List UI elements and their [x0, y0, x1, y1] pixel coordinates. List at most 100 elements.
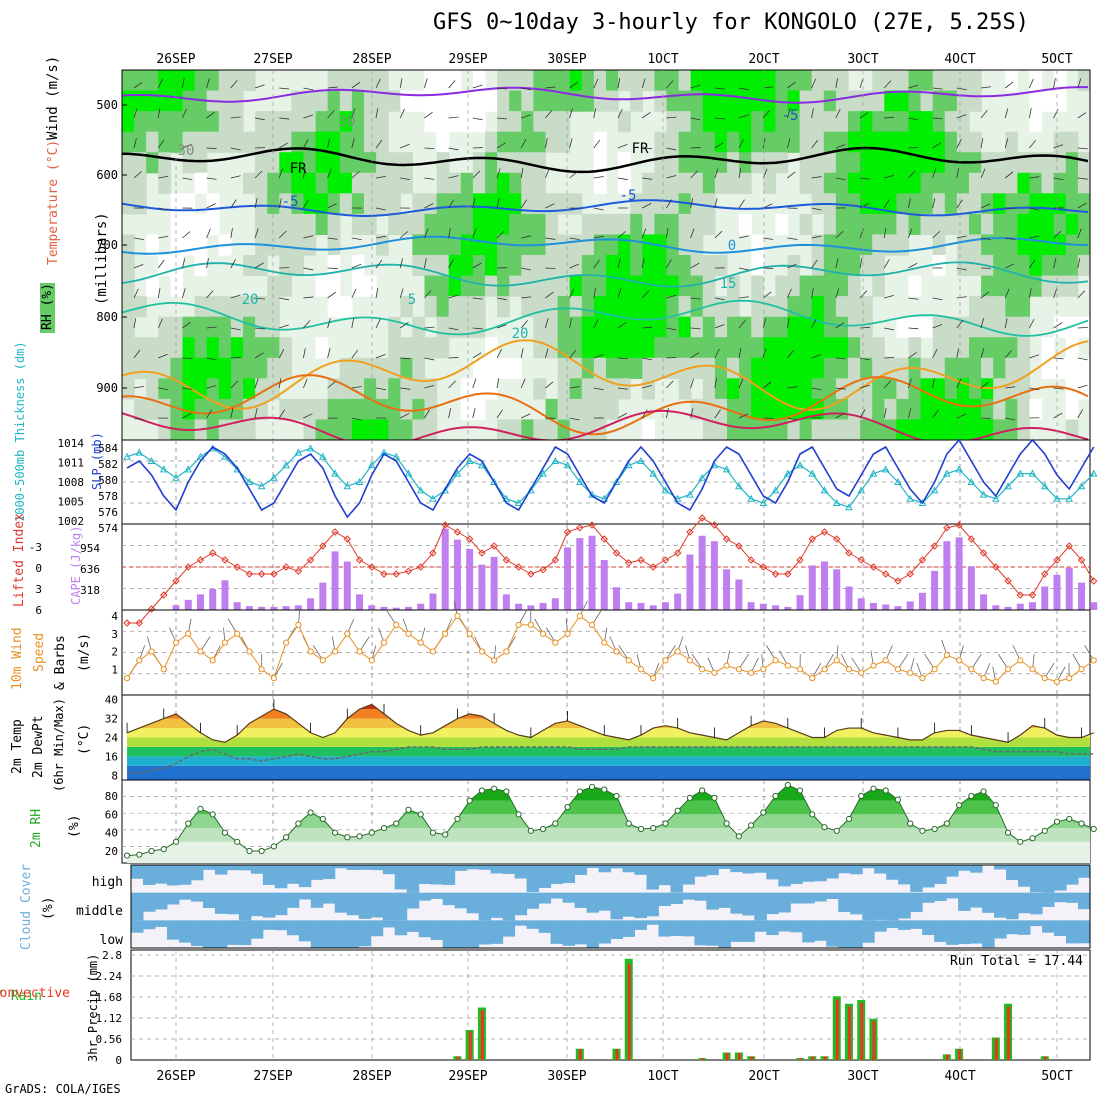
- cloud-cell: [658, 865, 671, 886]
- rh-marker: [527, 827, 534, 834]
- cloud-cell: [934, 865, 947, 884]
- rh-cell: [593, 255, 607, 277]
- cape-bar: [918, 592, 926, 610]
- slp-tick-label: 1008: [58, 476, 85, 489]
- rh-cell: [690, 131, 704, 153]
- rh-cell: [763, 337, 776, 359]
- rh-cell: [533, 193, 547, 215]
- lifted-index-marker: [465, 535, 474, 543]
- cloud-cell: [490, 865, 504, 874]
- rh-marker: [907, 820, 914, 827]
- rh-cell: [533, 111, 547, 133]
- rh-cell: [860, 255, 873, 277]
- cape-bar: [502, 594, 510, 610]
- wind-barb: [593, 207, 604, 211]
- rh-cell: [678, 193, 692, 215]
- slp-axis-label: SLP (mb): [90, 432, 104, 490]
- rh-cell: [315, 337, 329, 359]
- rh-cell: [969, 193, 982, 215]
- cloud-cell: [826, 865, 839, 879]
- thickness-marker: [600, 494, 609, 502]
- rh-cell: [690, 337, 704, 359]
- lifted-index-marker: [563, 528, 572, 536]
- rh-cell: [702, 111, 716, 133]
- rh-cell: [1005, 316, 1018, 338]
- rh-cell: [509, 193, 522, 215]
- rh-cell: [509, 152, 522, 174]
- wind-speed-marker: [442, 630, 449, 637]
- rh-cell: [690, 90, 704, 112]
- wind-barb: [545, 381, 554, 389]
- rh-cell: [811, 152, 825, 174]
- rh-cell: [908, 275, 922, 297]
- rh-cell: [509, 131, 522, 153]
- top-date-label: 27SEP: [253, 52, 292, 67]
- cloud-cell: [574, 892, 588, 908]
- thickness-marker: [563, 461, 572, 469]
- wind-barb: [157, 139, 165, 149]
- cape-bar: [955, 537, 963, 610]
- rh-cell: [158, 111, 171, 133]
- temp-tick-label: 8: [111, 769, 118, 782]
- wind-barb: [1004, 350, 1012, 359]
- rh-cell: [799, 337, 813, 359]
- cloud-level-label: high: [92, 875, 123, 890]
- wind-barb: [351, 263, 362, 269]
- wind-speed-marker: [1066, 675, 1073, 682]
- rh-cell: [315, 111, 329, 133]
- rh-cell: [1029, 111, 1043, 133]
- rh-cell: [896, 90, 910, 112]
- rh-cell: [255, 213, 268, 236]
- upper-units-label: (millibars): [94, 212, 110, 305]
- slp-tick-label: 1005: [58, 496, 85, 509]
- rh-cell: [714, 337, 728, 359]
- rh-cell: [364, 111, 377, 133]
- rh-cell: [388, 419, 401, 440]
- rh-cell: [146, 337, 159, 359]
- cloud-cell: [418, 892, 432, 901]
- wind-barb: [932, 230, 941, 239]
- rh-cell: [327, 131, 341, 153]
- wind-barb: [375, 175, 386, 179]
- rh-cell: [751, 419, 764, 440]
- cape-bar: [417, 603, 425, 610]
- rh-cell: [799, 70, 813, 92]
- cloud-cell: [1030, 892, 1043, 915]
- cape-bar: [600, 559, 608, 610]
- wind-barb: [1053, 387, 1064, 390]
- rh-cell: [279, 398, 292, 421]
- cloud-cell: [406, 892, 420, 909]
- rh-cell: [593, 316, 607, 338]
- rh-cell: [569, 193, 583, 215]
- lifted-index-marker: [637, 556, 645, 564]
- rh-cell: [787, 419, 801, 440]
- wind-barb: [448, 175, 459, 179]
- wind-barb: [206, 258, 209, 269]
- contour-label: -5: [282, 194, 299, 210]
- cloud-cell: [706, 865, 719, 876]
- temp-axis-units: (°C): [77, 724, 92, 755]
- rh-marker: [1041, 827, 1048, 834]
- rh-cell: [811, 111, 825, 133]
- rh-cell: [230, 296, 244, 318]
- wind-barb: [690, 408, 694, 419]
- cape-bar: [441, 528, 449, 610]
- wind-barb: [472, 408, 476, 419]
- cloud-axis-units: (%): [41, 897, 56, 920]
- rh-cell: [400, 172, 413, 194]
- wind-barb: [182, 413, 192, 419]
- cloud-cell: [598, 892, 611, 911]
- wind-barb: [424, 228, 429, 239]
- rh-cell: [533, 131, 547, 153]
- wind-barb: [859, 326, 871, 329]
- cape-bar: [490, 556, 498, 610]
- wind-speed-marker: [956, 657, 963, 664]
- li-tick-label: 3: [35, 583, 42, 596]
- rh-cell: [581, 316, 595, 338]
- rh-cell: [702, 337, 716, 359]
- rh-cell: [1077, 172, 1090, 194]
- wind-barb: [690, 352, 700, 359]
- rh-cell: [872, 152, 885, 174]
- rh-cell: [702, 419, 716, 440]
- rh-cell: [751, 275, 764, 297]
